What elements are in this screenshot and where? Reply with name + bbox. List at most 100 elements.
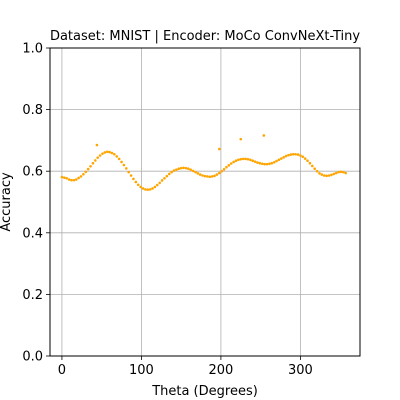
- data-point: [82, 172, 85, 176]
- data-point: [339, 170, 343, 174]
- data-point: [170, 170, 173, 174]
- data-point: [227, 164, 231, 167]
- data-point: [262, 134, 266, 137]
- data-point: [263, 162, 266, 166]
- data-point: [196, 172, 200, 175]
- data-point: [67, 178, 71, 181]
- data-point: [115, 155, 119, 158]
- data-point: [187, 167, 190, 171]
- data-point: [234, 159, 238, 163]
- data-point: [215, 173, 219, 176]
- x-tick-label: 300: [288, 363, 313, 378]
- data-point: [63, 176, 66, 179]
- data-point: [322, 174, 326, 177]
- data-point: [101, 152, 104, 155]
- data-point: [344, 171, 347, 175]
- data-point: [210, 175, 214, 178]
- y-tick-label: 1.0: [22, 42, 43, 57]
- data-point: [84, 170, 88, 174]
- data-point: [182, 166, 185, 170]
- data-point: [108, 150, 111, 154]
- data-point: [198, 173, 202, 176]
- data-point: [291, 152, 295, 156]
- data-point: [282, 156, 285, 159]
- data-point: [179, 166, 183, 170]
- data-point: [258, 161, 262, 165]
- y-tick-label: 0.4: [22, 226, 43, 241]
- data-point: [201, 174, 204, 177]
- data-point: [289, 153, 293, 156]
- data-point: [194, 170, 197, 174]
- data-point: [94, 159, 97, 162]
- data-point: [337, 170, 340, 174]
- data-point: [86, 167, 90, 171]
- data-point: [134, 180, 138, 184]
- data-point: [213, 174, 216, 178]
- data-point: [184, 166, 188, 170]
- data-point: [308, 161, 312, 165]
- data-point: [315, 169, 319, 173]
- data-point: [246, 157, 250, 161]
- data-point: [251, 159, 254, 163]
- data-point: [120, 160, 123, 164]
- data-point: [158, 181, 161, 185]
- data-point: [218, 171, 221, 175]
- data-point: [122, 163, 126, 167]
- data-point: [330, 173, 333, 177]
- data-point: [287, 153, 290, 157]
- data-point: [60, 175, 64, 179]
- data-point: [239, 157, 243, 161]
- data-point: [241, 157, 245, 161]
- data-point: [277, 158, 281, 162]
- data-point: [203, 174, 207, 178]
- data-point: [165, 174, 169, 178]
- data-point: [79, 175, 83, 178]
- data-point: [110, 151, 114, 155]
- data-point: [325, 174, 328, 178]
- data-point: [244, 157, 247, 161]
- data-point: [342, 170, 345, 174]
- data-point: [163, 176, 166, 180]
- data-point: [103, 151, 107, 154]
- x-tick-label: 200: [208, 363, 233, 378]
- data-point: [89, 164, 92, 168]
- data-point: [332, 172, 336, 176]
- data-point: [225, 165, 228, 169]
- data-point: [280, 157, 283, 160]
- data-point: [125, 167, 128, 170]
- x-tick-label: 0: [58, 363, 66, 378]
- data-point: [299, 154, 302, 157]
- data-point: [95, 143, 99, 147]
- data-point: [232, 160, 235, 164]
- data-points: [60, 134, 347, 191]
- data-point: [256, 161, 259, 164]
- data-point: [151, 187, 154, 190]
- data-point: [141, 187, 145, 190]
- y-tick-label: 0.2: [22, 288, 43, 303]
- y-tick-label: 0.8: [22, 103, 43, 118]
- data-point: [237, 158, 240, 162]
- data-point: [72, 178, 76, 182]
- data-point: [272, 160, 276, 164]
- data-point: [127, 170, 130, 174]
- data-point: [294, 152, 297, 156]
- data-point: [160, 179, 164, 182]
- data-point: [146, 188, 150, 191]
- data-point: [129, 174, 133, 177]
- data-point: [117, 157, 121, 161]
- data-point: [189, 168, 192, 171]
- data-point: [301, 155, 305, 159]
- data-point: [65, 176, 68, 180]
- data-point: [229, 162, 233, 165]
- data-point: [148, 188, 152, 191]
- data-point: [96, 156, 99, 159]
- y-tick-label: 0.6: [22, 165, 43, 180]
- x-tick-label: 100: [129, 363, 154, 378]
- data-point: [334, 171, 338, 175]
- data-point: [167, 172, 171, 176]
- data-point: [313, 167, 316, 171]
- data-point: [208, 175, 212, 179]
- data-point: [296, 153, 300, 156]
- data-point: [222, 168, 226, 171]
